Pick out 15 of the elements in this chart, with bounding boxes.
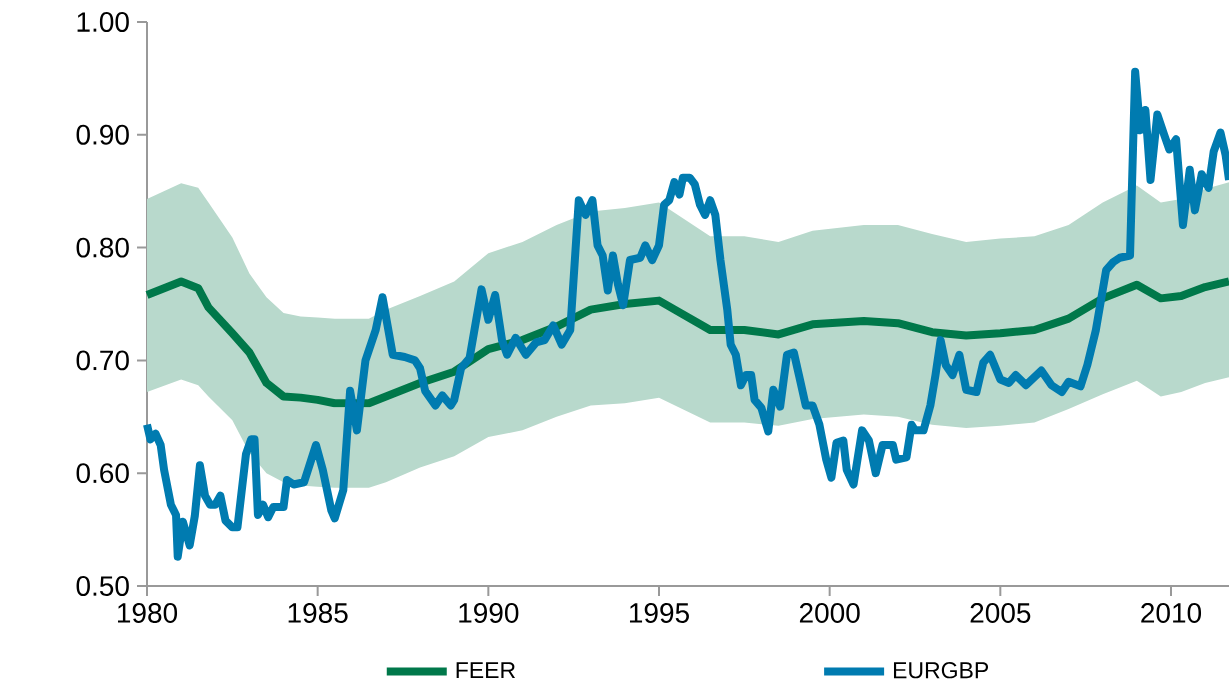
x-tick-label: 1995 <box>629 603 689 623</box>
y-tick-label: 0.50 <box>76 576 129 596</box>
x-tick-label: 1985 <box>288 603 348 623</box>
y-tick-label: 0.80 <box>76 237 129 258</box>
y-tick-label: 0.90 <box>76 124 129 145</box>
x-tick-label: 2000 <box>799 603 860 623</box>
x-tick-label: 1980 <box>117 603 178 623</box>
y-tick-label: 0.60 <box>76 463 129 484</box>
legend-label: EURGBP <box>893 662 989 679</box>
legend-label: FEER <box>456 662 516 679</box>
x-tick-label: 2005 <box>970 603 1031 623</box>
x-tick-label: 2010 <box>1141 603 1202 623</box>
y-tick-label: 0.70 <box>76 350 129 371</box>
y-tick-label: 1.00 <box>77 12 129 32</box>
x-tick-label: 1990 <box>459 603 519 623</box>
